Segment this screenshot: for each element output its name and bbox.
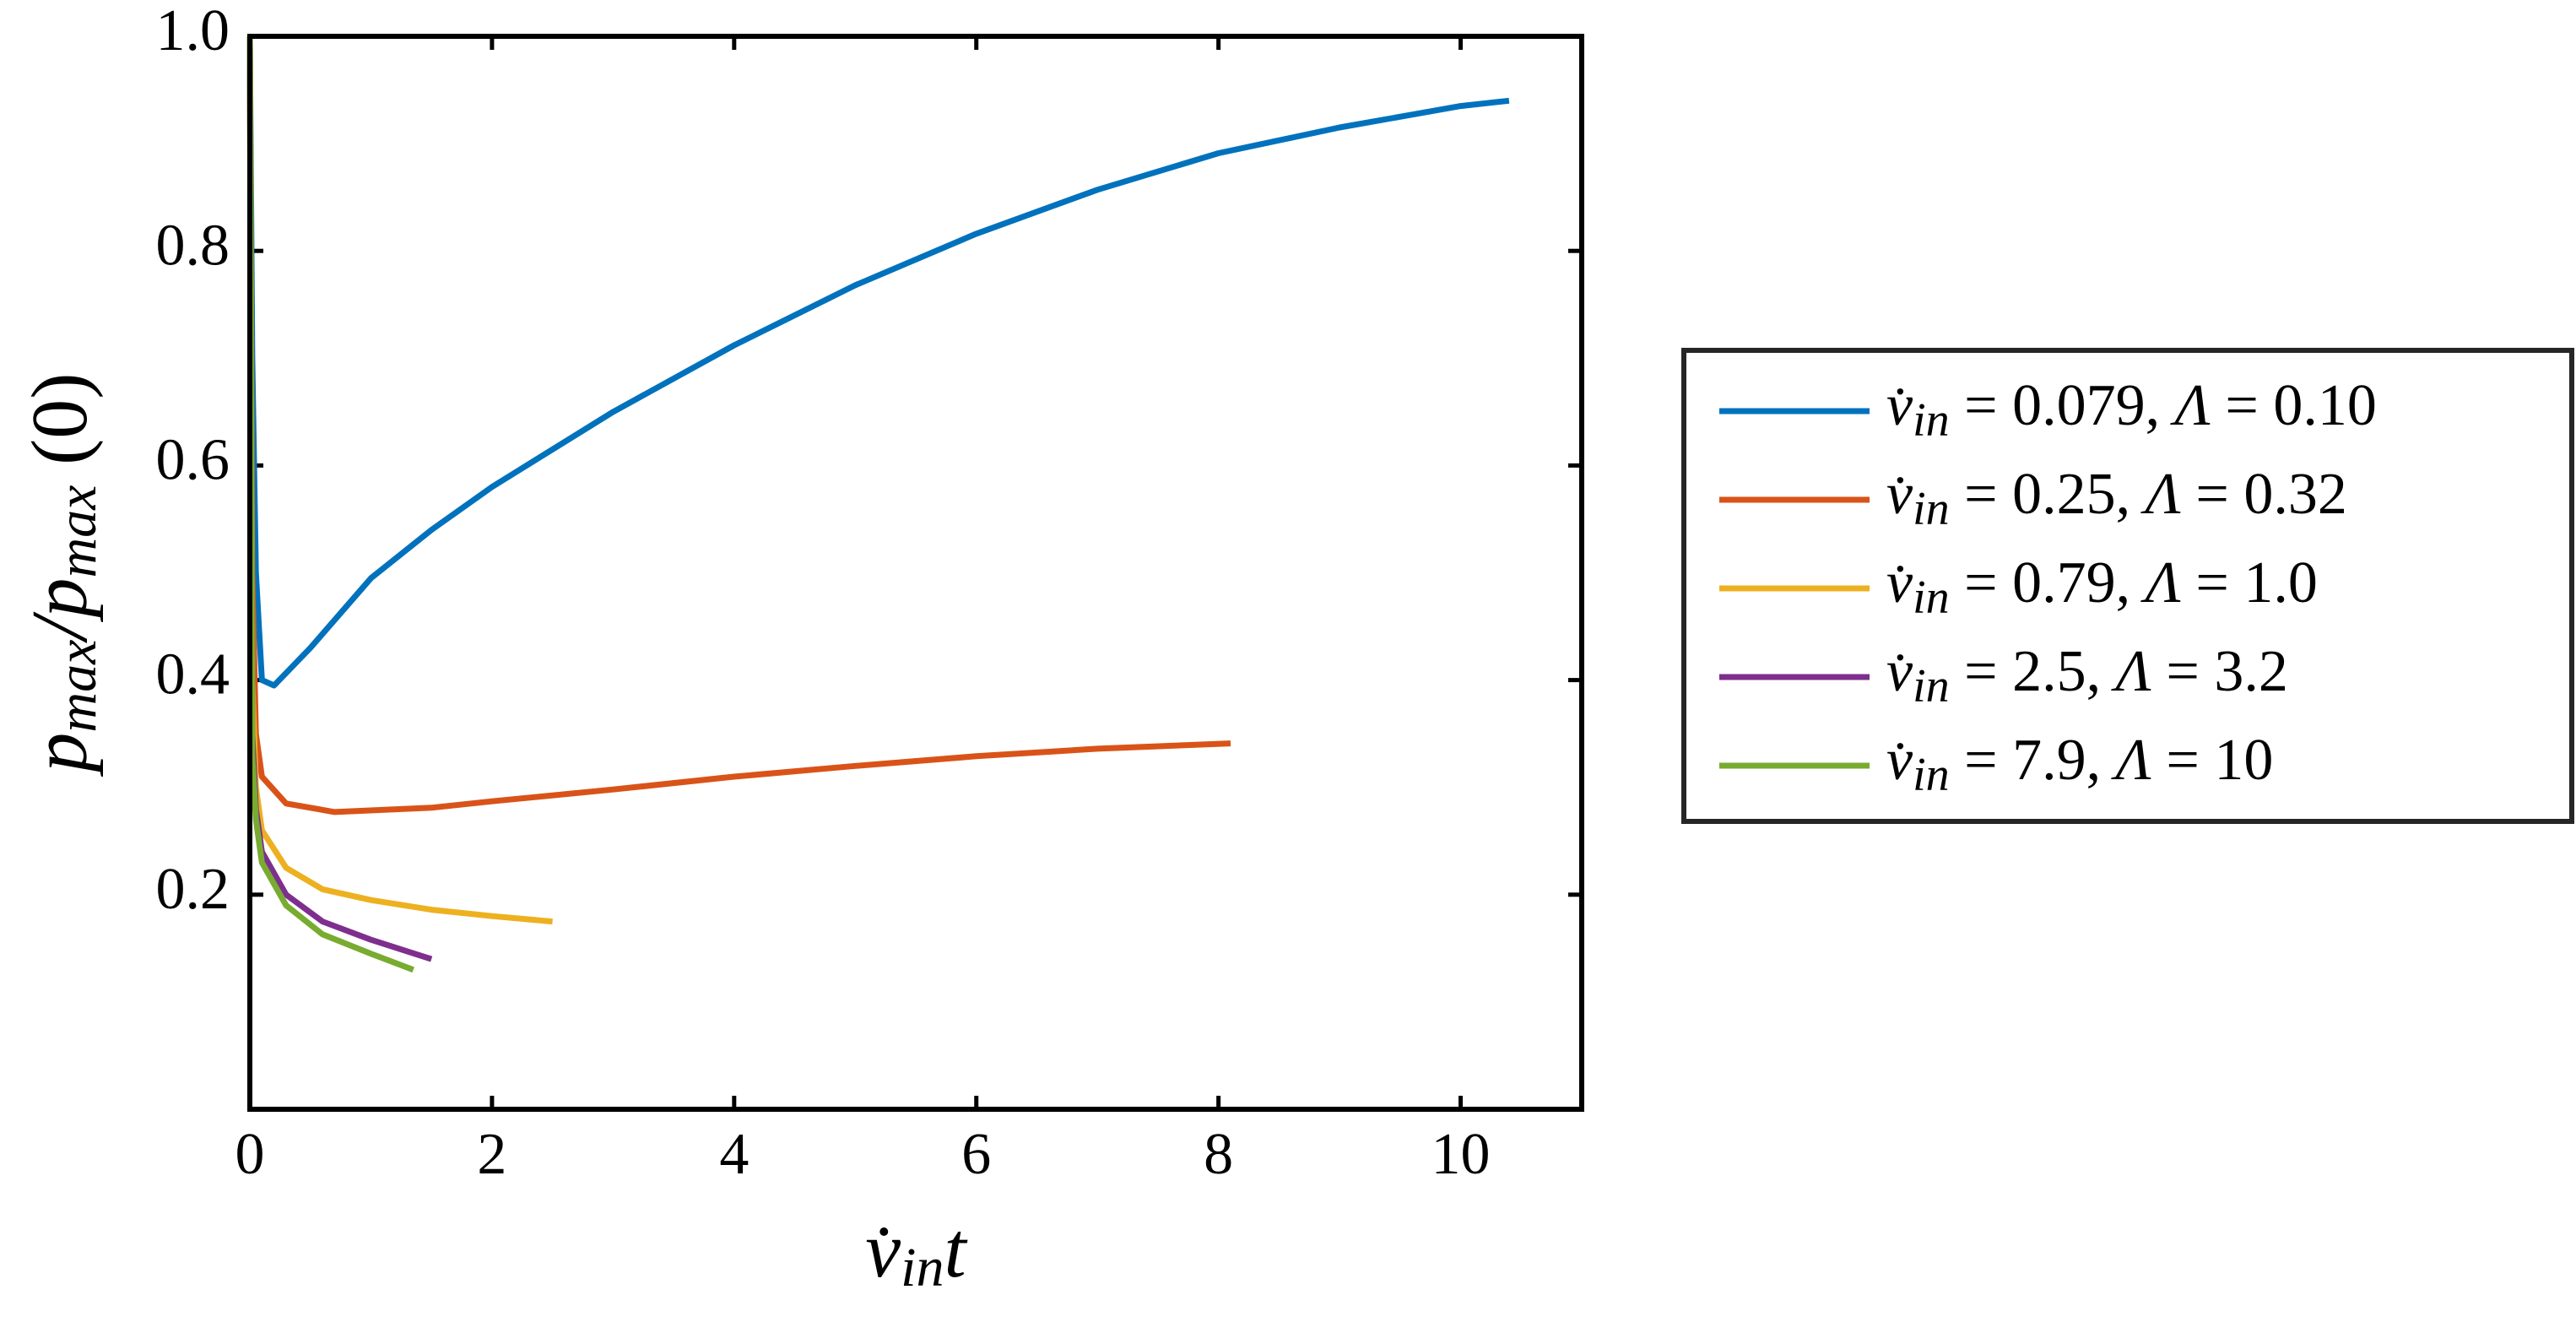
y-label-part: max <box>46 640 108 733</box>
y-tick-label: 0.6 <box>156 427 230 492</box>
x-axis-label: v̇int <box>865 1206 967 1299</box>
x-label-part: t <box>944 1206 967 1294</box>
y-label-part: (0) <box>16 372 104 485</box>
y-tick-label: 0.8 <box>156 213 230 278</box>
y-tick-label: 1.0 <box>156 0 230 63</box>
legend-label: v̇in = 0.079, Λ = 0.10 <box>1886 373 2377 447</box>
x-label-part: in <box>901 1237 944 1298</box>
series-line <box>246 35 1231 815</box>
legend-label: v̇in = 0.79, Λ = 1.0 <box>1886 550 2318 624</box>
x-tick-label: 6 <box>961 1122 991 1187</box>
series-line <box>246 35 433 962</box>
legend-label: v̇in = 2.5, Λ = 3.2 <box>1886 639 2288 712</box>
y-label-part: max <box>46 485 108 578</box>
x-tick-label: 4 <box>719 1122 749 1187</box>
x-tick-label: 2 <box>477 1122 506 1187</box>
x-tick-label: 8 <box>1204 1122 1233 1187</box>
x-tick-label: 10 <box>1431 1122 1491 1187</box>
series-line <box>246 35 414 973</box>
series-line <box>246 35 1510 689</box>
x-tick-label: 0 <box>235 1122 265 1187</box>
y-label-part: p <box>16 733 104 777</box>
y-tick-label: 0.4 <box>156 642 230 707</box>
y-axis-label: pmax/pmax (0) <box>16 372 109 777</box>
legend-label: v̇in = 0.25, Λ = 0.32 <box>1886 462 2347 535</box>
x-label-part: v̇ <box>865 1206 901 1294</box>
y-tick-label: 0.2 <box>156 857 230 922</box>
y-label-part: p <box>16 577 104 622</box>
plot-frame <box>247 34 1584 1112</box>
legend-label: v̇in = 7.9, Λ = 10 <box>1886 728 2273 801</box>
